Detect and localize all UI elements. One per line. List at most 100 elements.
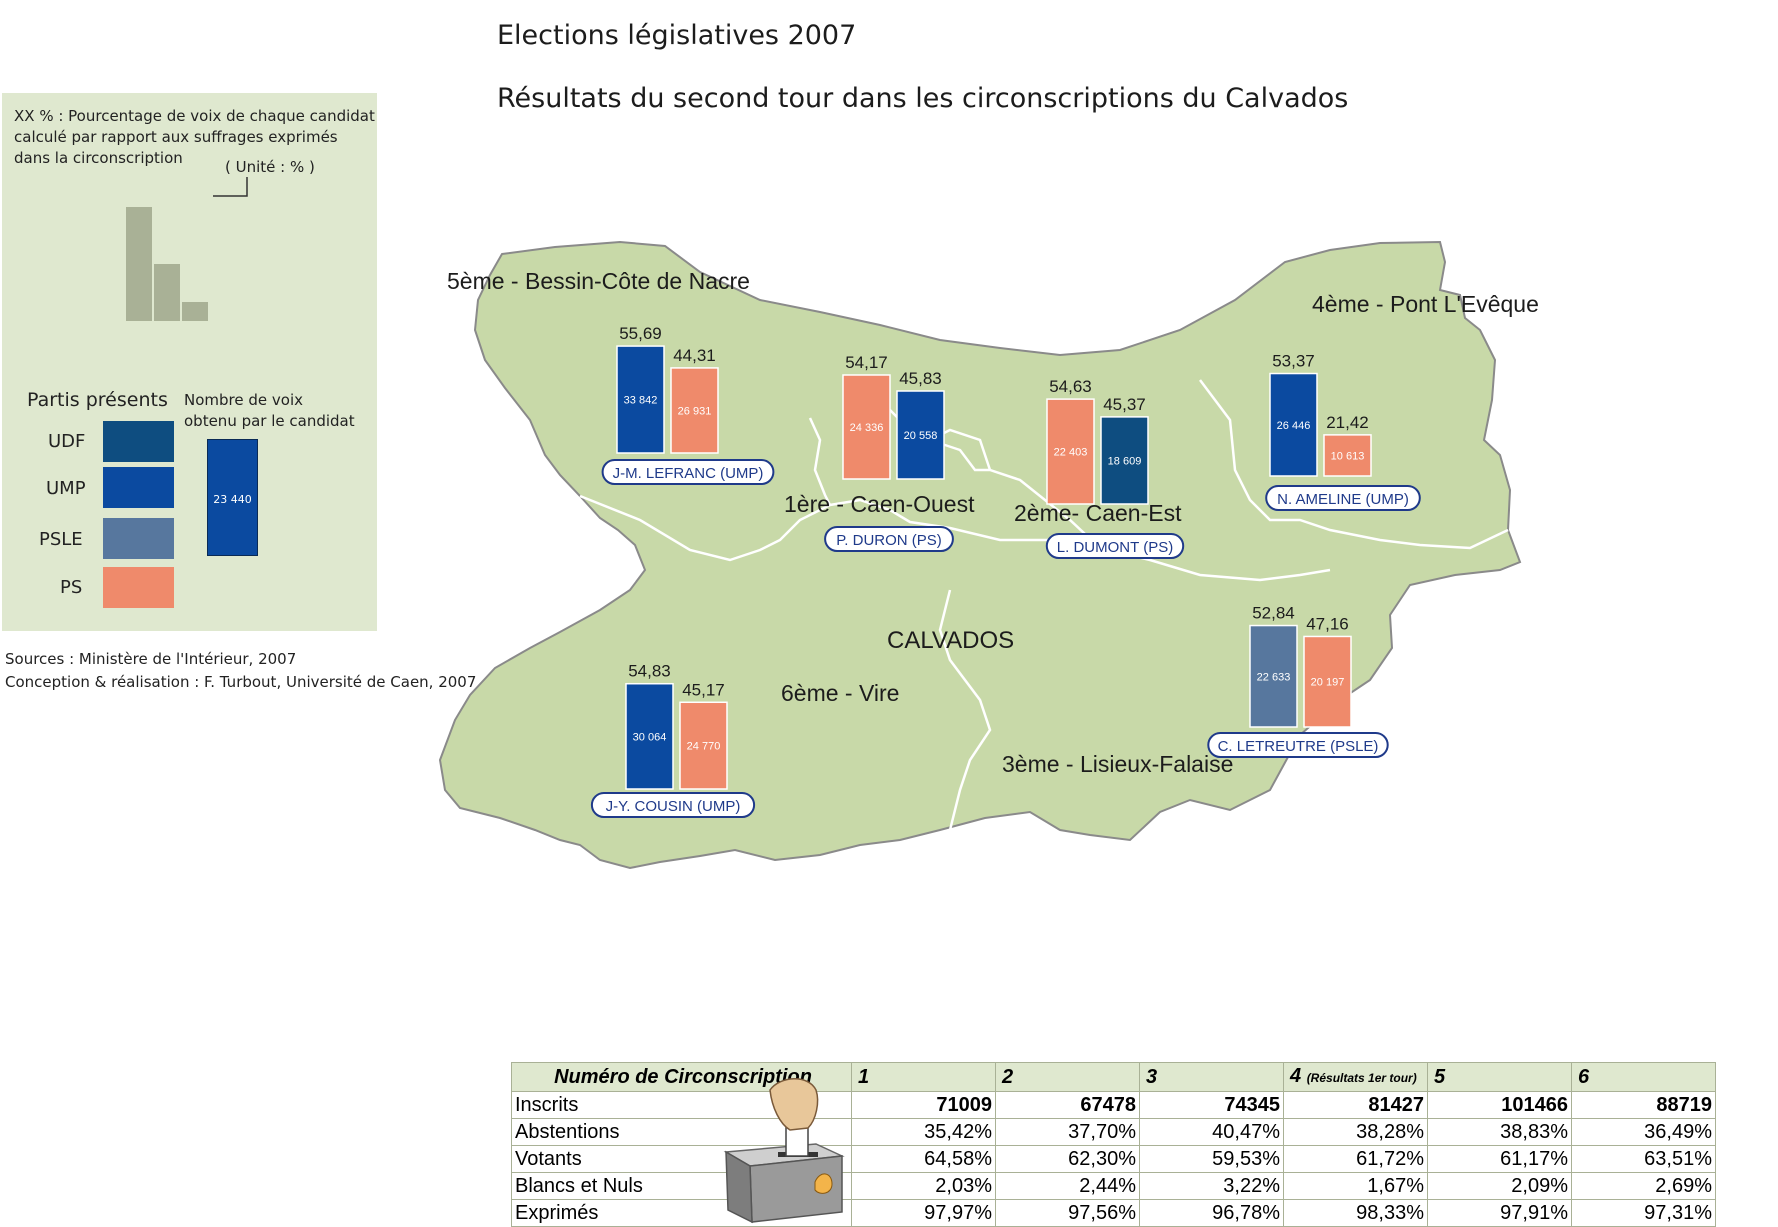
ballot-box-side <box>725 1150 753 1224</box>
result-bar-votes: 33 842 <box>624 395 658 407</box>
table-cell: 97,97% <box>851 1199 996 1227</box>
winner-badge <box>1207 732 1389 758</box>
legend-sample-bar <box>182 302 208 321</box>
result-bar-pct: 21,42 <box>1326 413 1369 432</box>
district-1: 24 336 54,17 20 558 45,83 1ère - Caen-Ouest P… <box>784 353 975 552</box>
result-bar-votes: 26 446 <box>1277 420 1311 432</box>
table-col-2: 2 <box>995 1062 1140 1092</box>
table-cell: 97,31% <box>1571 1199 1716 1227</box>
result-bar-votes: 24 770 <box>687 741 721 753</box>
legend-pct-note-1: XX % : Pourcentage de voix de chaque can… <box>14 107 375 125</box>
table-cell: 2,09% <box>1427 1172 1572 1200</box>
district-5: 33 842 55,69 26 931 44,31 5ème - Bessin-Côte… <box>447 268 775 485</box>
winner-badge <box>601 459 775 485</box>
district-label: 2ème- Caen-Est <box>1014 500 1182 526</box>
table-row: Inscrits 71009 67478 74345 81427 101466 88719 <box>511 1091 1716 1119</box>
boundary-caen-west <box>808 417 832 506</box>
result-bar-pct: 54,17 <box>845 353 888 372</box>
boundary-north-south <box>579 494 1331 582</box>
legend-party-udf-label: UDF <box>48 431 86 452</box>
district-boundaries <box>579 379 1509 831</box>
district-4: 26 446 53,37 10 613 21,42 4ème - Pont L'Evêq… <box>1265 291 1539 511</box>
table-cell: 88719 <box>1571 1091 1716 1119</box>
result-bar-votes: 22 633 <box>1257 671 1291 683</box>
result-bar-pct: 53,37 <box>1272 352 1315 371</box>
table-cell: 3,22% <box>1139 1172 1284 1200</box>
ballot-box-illustration <box>723 1078 845 1224</box>
result-bar-votes: 30 064 <box>633 731 667 743</box>
result-bar-pct: 45,17 <box>682 680 725 699</box>
winner-name: J-M. LEFRANC (UMP) <box>613 465 764 482</box>
table-row: Abstentions 35,42% 37,70% 40,47% 38,28% 38,83… <box>511 1118 1716 1146</box>
legend-sample-bar <box>154 264 180 321</box>
table-cell: 64,58% <box>851 1145 996 1173</box>
winner-badge <box>590 792 756 818</box>
table-cell: 1,67% <box>1283 1172 1428 1200</box>
table-row: Blancs et Nuls 2,03% 2,44% 3,22% 1,67% 2,09% 2… <box>511 1172 1716 1200</box>
result-bar-votes: 26 931 <box>678 405 712 417</box>
legend-party-psle-swatch <box>103 518 174 559</box>
table-cell: 101466 <box>1427 1091 1572 1119</box>
sources-line-2: Conception & réalisation : F. Turbout, U… <box>5 673 477 691</box>
legend-axis-mark <box>213 177 248 197</box>
district-label: 6ème - Vire <box>781 680 899 706</box>
table-cell: 97,91% <box>1427 1199 1572 1227</box>
legend-parties-title: Partis présents <box>27 389 168 411</box>
table-cell: 62,30% <box>995 1145 1140 1173</box>
table-cell: 2,44% <box>995 1172 1140 1200</box>
table-cell: 61,72% <box>1283 1145 1428 1173</box>
table-cell: 2,69% <box>1571 1172 1716 1200</box>
winner-name: J-Y. COUSIN (UMP) <box>606 798 741 815</box>
legend-unit-note: ( Unité : % ) <box>225 158 315 176</box>
district-2: 22 403 54,63 18 609 45,37 2ème- Caen-Est L. D… <box>1014 377 1185 559</box>
legend-party-psle-label: PSLE <box>39 529 83 550</box>
result-bar-votes: 22 403 <box>1054 447 1088 459</box>
boundary-vire-lisieux <box>938 589 992 831</box>
result-bar-votes: 18 609 <box>1108 455 1142 467</box>
result-bar-pct: 45,83 <box>899 369 942 388</box>
result-bar-pct: 54,83 <box>628 662 671 681</box>
results-table: Numéro de Circonscription 1 2 3 4 (Résul… <box>511 1062 1716 1227</box>
legend-party-ps-label: PS <box>60 577 83 598</box>
legend-party-ump-swatch <box>103 467 174 508</box>
legend-sample-bar <box>126 207 152 321</box>
result-bar-votes: 20 197 <box>1311 677 1345 689</box>
result-bar <box>842 374 891 480</box>
table-cell: 96,78% <box>1139 1199 1284 1227</box>
winner-name: P. DURON (PS) <box>836 532 942 549</box>
table-col-5: 5 <box>1427 1062 1572 1092</box>
table-cell: 71009 <box>851 1091 996 1119</box>
result-bar-pct: 44,31 <box>673 346 716 365</box>
winner-badge <box>1265 485 1421 511</box>
ballot-box-emblem <box>814 1173 833 1194</box>
district-label: 1ère - Caen-Ouest <box>784 491 975 517</box>
result-bar <box>616 345 665 454</box>
table-cell: 35,42% <box>851 1118 996 1146</box>
table-cell: 67478 <box>995 1091 1140 1119</box>
district-label: 3ème - Lisieux-Falaise <box>1002 751 1233 777</box>
table-cell: 59,53% <box>1139 1145 1284 1173</box>
result-bar-pct: 52,84 <box>1252 604 1295 623</box>
hand-icon <box>769 1078 819 1131</box>
map-subtitle: Résultats du second tour dans les circon… <box>497 83 1349 114</box>
legend-sample-votes-value: 23 440 <box>213 493 252 506</box>
result-bar-pct: 45,37 <box>1103 395 1146 414</box>
table-cell: 2,03% <box>851 1172 996 1200</box>
table-col-4-note: (Résultats 1er tour) <box>1306 1071 1417 1085</box>
department-shape <box>438 240 1522 870</box>
district-6: 30 064 54,83 24 770 45,17 6ème - Vire J-Y. CO… <box>590 662 899 818</box>
legend-pct-note-2: calculé par rapport aux suffrages exprim… <box>14 128 338 146</box>
winner-name: C. LETREUTRE (PSLE) <box>1218 738 1379 755</box>
table-cell: 38,83% <box>1427 1118 1572 1146</box>
legend-votes-note-2: obtenu par le candidat <box>184 412 355 430</box>
winner-badge <box>1045 533 1185 559</box>
result-bar-pct: 54,63 <box>1049 377 1092 396</box>
result-bar-votes: 10 613 <box>1331 450 1365 462</box>
legend-sample-bars <box>126 177 248 321</box>
legend-pct-note-3: dans la circonscription <box>14 149 183 167</box>
table-col-4: 4 (Résultats 1er tour) <box>1283 1062 1428 1092</box>
table-row: Exprimés 97,97% 97,56% 96,78% 98,33% 97,91% 97… <box>511 1199 1716 1227</box>
legend-sample-votes-bar: 23 440 <box>207 439 258 556</box>
table-cell: 74345 <box>1139 1091 1284 1119</box>
result-bar <box>1249 624 1298 728</box>
